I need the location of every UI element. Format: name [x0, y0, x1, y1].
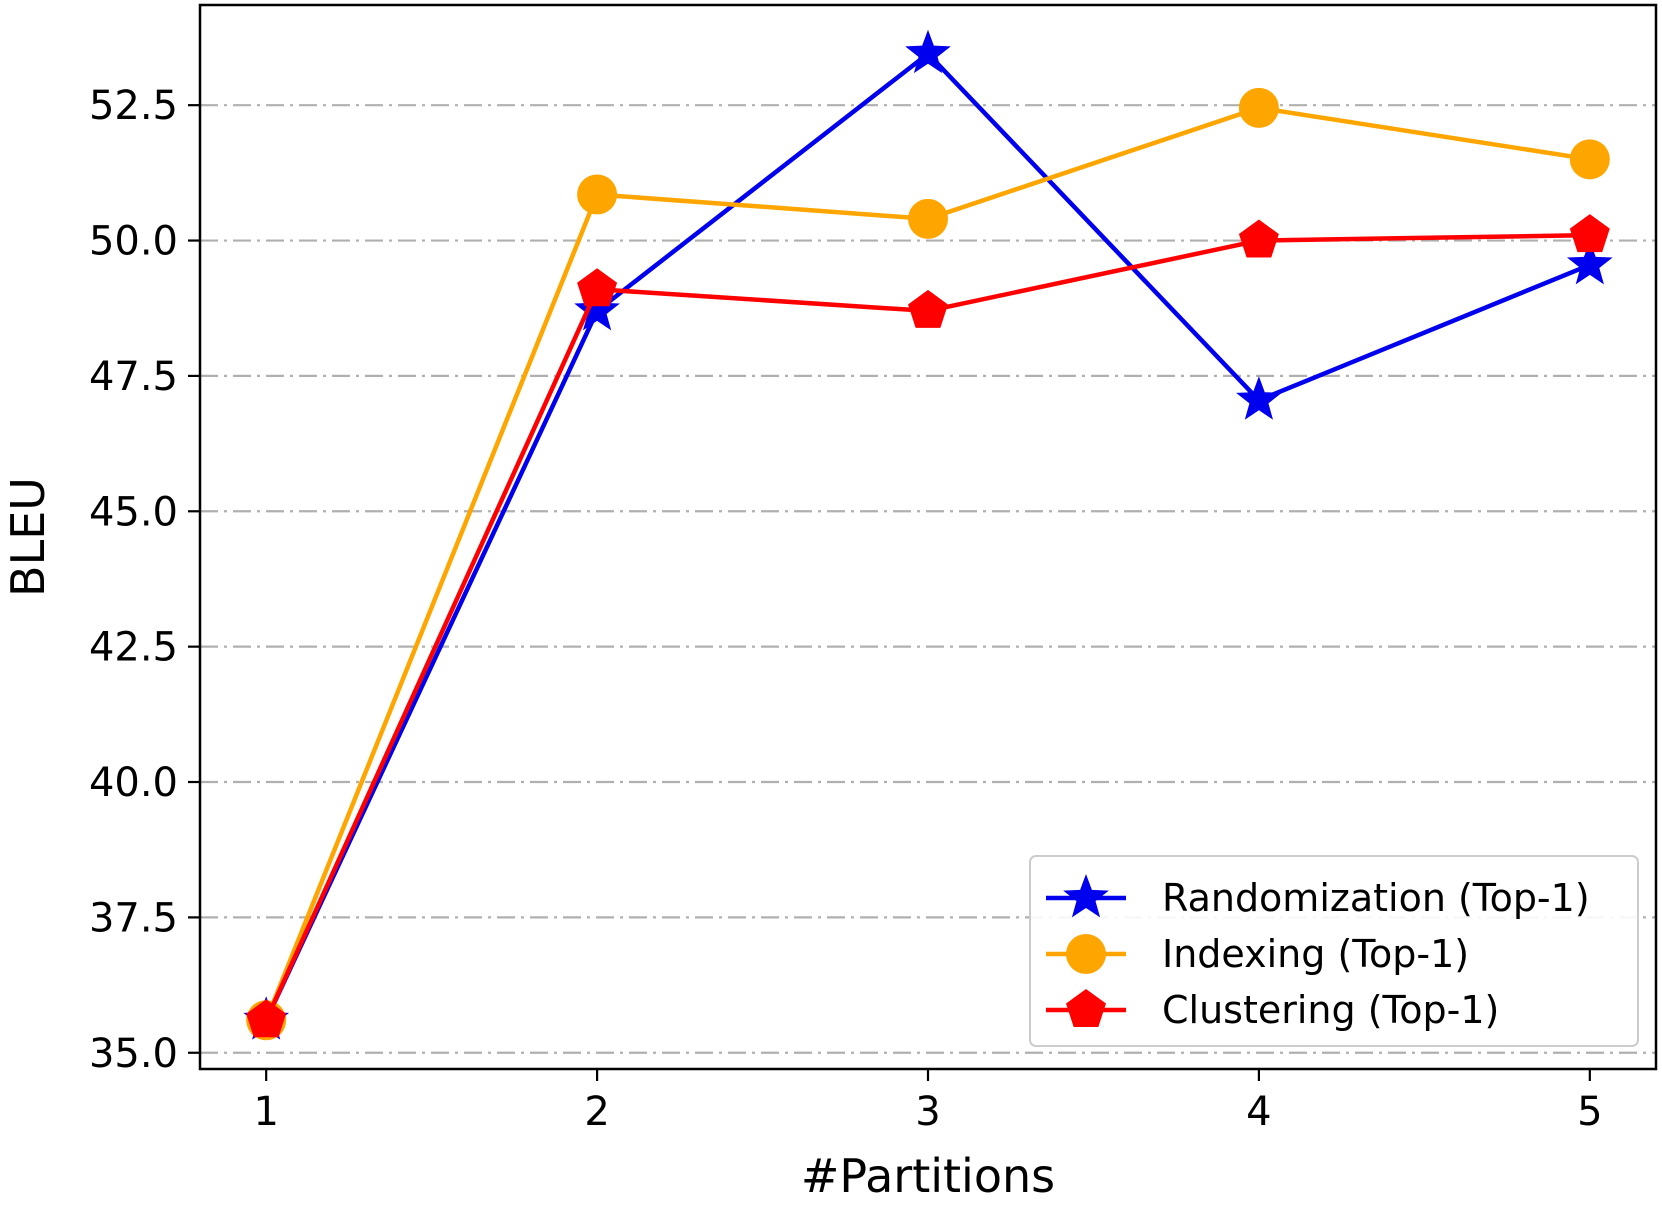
x-axis-label: #Partitions — [801, 1149, 1055, 1202]
y-tick-label: 37.5 — [89, 895, 178, 941]
x-tick-label: 2 — [584, 1089, 609, 1135]
x-axis-ticks: 1 2 3 4 5 — [253, 1069, 1602, 1135]
data-point — [1239, 88, 1279, 128]
y-tick-label: 47.5 — [89, 354, 178, 400]
data-point — [908, 199, 948, 239]
legend-label: Randomization (Top-1) — [1162, 876, 1590, 920]
data-point — [1239, 220, 1279, 258]
x-tick-label: 3 — [915, 1089, 940, 1135]
data-point — [577, 175, 617, 215]
y-axis-ticks: 35.0 37.5 40.0 42.5 45.0 47.5 50.0 52.5 — [89, 83, 200, 1077]
x-tick-label: 5 — [1577, 1089, 1602, 1135]
legend-label: Clustering (Top-1) — [1162, 988, 1499, 1032]
data-point — [1570, 139, 1610, 179]
legend: Randomization (Top-1) Indexing (Top-1) Clu… — [1030, 856, 1638, 1046]
y-tick-label: 40.0 — [89, 760, 178, 806]
x-tick-label: 1 — [253, 1089, 278, 1135]
y-tick-label: 35.0 — [89, 1031, 178, 1077]
data-point — [246, 999, 286, 1037]
y-tick-label: 50.0 — [89, 219, 178, 265]
legend-label: Indexing (Top-1) — [1162, 932, 1469, 976]
data-point — [908, 290, 948, 328]
y-tick-label: 45.0 — [89, 489, 178, 535]
y-axis-label: BLEU — [1, 477, 55, 597]
data-point — [577, 268, 617, 306]
data-point — [1570, 214, 1610, 252]
legend-marker — [1066, 934, 1106, 974]
y-tick-label: 42.5 — [89, 625, 178, 671]
y-tick-label: 52.5 — [89, 83, 178, 129]
x-tick-label: 4 — [1246, 1089, 1271, 1135]
